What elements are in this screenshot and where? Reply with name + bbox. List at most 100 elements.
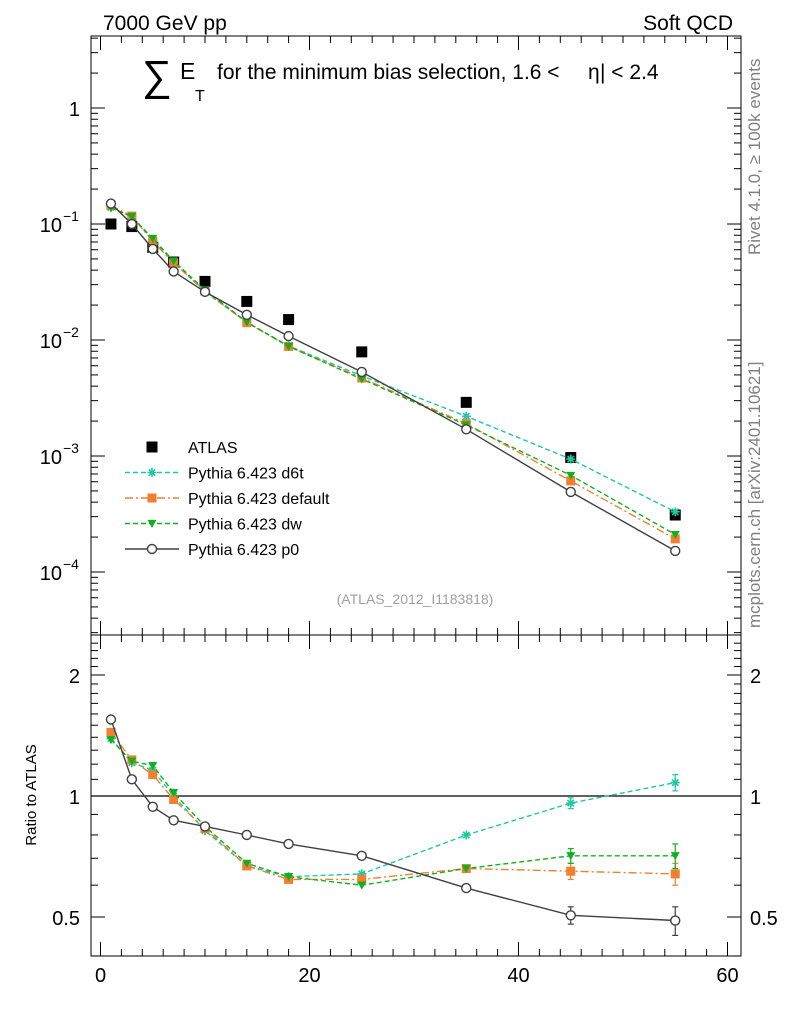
data-point-d6t <box>670 507 680 517</box>
ratio-point-default <box>106 727 116 737</box>
data-point-p0 <box>356 366 367 378</box>
ratio-y-tick-label-left: 0.5 <box>52 908 80 930</box>
ratio-tick-labels: 0.5 0.5 1 1 2 2 <box>52 666 778 930</box>
legend-marker <box>147 468 157 477</box>
data-point-p0 <box>168 266 179 277</box>
ratio-point-dw <box>127 757 137 766</box>
legend-item-default: Pythia 6.423 default <box>125 491 330 508</box>
ratio-point-default <box>148 770 158 780</box>
y-tick-label-base: 10 <box>40 563 62 585</box>
ratio-point-default <box>566 866 576 876</box>
legend-marker <box>146 543 158 555</box>
data-point-dw <box>148 234 158 243</box>
ratio-y-tick-label-left: 2 <box>69 666 80 688</box>
y-tick-label-base: 10 <box>40 215 62 237</box>
data-point-d6t <box>461 411 471 421</box>
main-panel: 110−110−210−310−4 (ATLAS_2012_I1183818) … <box>40 35 742 636</box>
ratio-line-default <box>110 731 676 881</box>
analysis-id: (ATLAS_2012_I1183818) <box>337 591 494 607</box>
title-rest: for the minimum bias selection, 1.6 < <box>217 61 560 84</box>
ratio-point-dw <box>284 873 294 882</box>
ratio-line-p0 <box>110 719 676 922</box>
data-point-data <box>241 295 253 307</box>
data-point-data <box>105 218 117 230</box>
legend: ATLAS Pythia 6.423 d6t Pythia 6.423 defaul… <box>125 440 330 559</box>
ratio-point-p0 <box>670 915 681 926</box>
x-tick-label: 40 <box>507 965 529 987</box>
legend-item-d6t: Pythia 6.423 d6t <box>125 466 304 483</box>
x-tick-label: 20 <box>298 965 320 987</box>
ratio-point-dw <box>242 859 252 868</box>
ratio-axis-ticks <box>91 635 741 957</box>
title-tail: | < 2.4 <box>600 61 659 84</box>
legend-item-dw: Pythia 6.423 dw <box>125 517 302 534</box>
y-tick-label-exponent: −3 <box>63 440 79 456</box>
y-tick-label-exponent: −1 <box>63 208 79 224</box>
data-point-p0 <box>283 330 294 342</box>
data-point-dw <box>357 375 367 384</box>
ratio-point-dw <box>670 852 680 861</box>
data-point-data <box>356 346 368 358</box>
ratio-series-dw <box>106 736 680 890</box>
data-point-p0 <box>199 286 211 298</box>
ratio-y-tick-label-right: 1 <box>750 787 761 809</box>
header-right: Soft QCD <box>643 12 733 35</box>
ratio-point-p0 <box>461 882 472 894</box>
ratio-point-d6t <box>357 869 367 879</box>
ratio-point-p0 <box>199 821 211 832</box>
data-point-dw <box>566 471 576 480</box>
data-point-data <box>460 396 472 408</box>
y-tick-label-exponent: −4 <box>63 556 79 572</box>
title-e: E <box>180 58 195 84</box>
data-point-p0 <box>105 198 117 209</box>
x-tick-labels: 0 20 40 60 <box>95 965 739 987</box>
data-point-data <box>283 314 295 326</box>
ratio-point-d6t <box>566 798 576 808</box>
ratio-y-tick-label-right: 0.5 <box>750 908 778 930</box>
ratio-series-d6t <box>106 734 680 882</box>
ratio-point-default <box>169 795 179 805</box>
ratio-point-d6t <box>670 778 680 788</box>
ratio-line-dw <box>110 739 676 886</box>
data-point-data <box>199 275 211 287</box>
series-line-dw <box>110 207 676 536</box>
header-left: 7000 GeV pp <box>103 12 227 35</box>
series-line-default <box>110 204 676 540</box>
legend-marker <box>147 519 157 528</box>
ratio-point-p0 <box>241 829 253 841</box>
legend-label: Pythia 6.423 default <box>188 491 330 508</box>
x-tick-label: 0 <box>95 965 106 987</box>
ratio-panel: 0.5 0.5 1 1 2 2 Ratio to ATLAS <box>23 634 778 957</box>
mcplots-label: mcplots.cern.ch [arXiv:2401.10621] <box>745 362 764 628</box>
y-tick-label-base: 10 <box>40 447 62 469</box>
ratio-point-default <box>670 869 680 879</box>
legend-label: Pythia 6.423 p0 <box>188 542 299 559</box>
ratio-y-tick-label-right: 2 <box>750 666 761 688</box>
data-point-p0 <box>241 309 253 320</box>
legend-item-data: ATLAS <box>146 440 238 457</box>
legend-marker <box>147 493 157 503</box>
main-series <box>105 198 681 557</box>
data-point-dw <box>169 257 179 266</box>
title-sum-symbol: ∑ <box>142 52 172 99</box>
series-p0 <box>105 198 681 557</box>
legend-label: Pythia 6.423 dw <box>188 517 302 534</box>
ratio-point-p0 <box>283 838 294 850</box>
ratio-point-p0 <box>147 801 158 813</box>
main-y-tick-labels: 110−110−210−310−4 <box>40 99 80 585</box>
data-point-dw <box>284 342 294 351</box>
ratio-line-d6t <box>110 738 676 878</box>
y-tick-label-base: 10 <box>40 331 62 353</box>
x-tick-label: 60 <box>716 965 738 987</box>
ratio-point-dw <box>357 881 367 890</box>
ratio-point-dw <box>461 864 471 874</box>
ratio-point-p0 <box>168 815 179 826</box>
ratio-point-d6t <box>461 830 471 840</box>
ratio-point-p0 <box>356 850 367 861</box>
ratio-point-dw <box>106 736 116 745</box>
data-point-p0 <box>670 545 681 557</box>
ratio-point-default <box>357 874 367 884</box>
ratio-point-dw <box>169 788 179 798</box>
title-eta: η <box>588 61 600 84</box>
